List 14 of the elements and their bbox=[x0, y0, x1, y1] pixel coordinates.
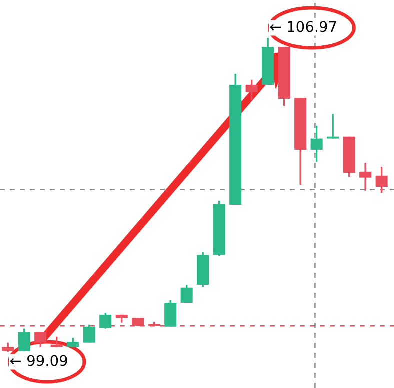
candlestick bbox=[34, 331, 47, 348]
text: ← 99.09 bbox=[10, 355, 68, 366]
text: ← 106.97 bbox=[270, 21, 336, 32]
candlestick bbox=[327, 113, 340, 140]
candlestick bbox=[18, 328, 30, 352]
candlestick bbox=[164, 299, 177, 328]
candlestick bbox=[246, 79, 258, 101]
candlestick bbox=[100, 312, 112, 330]
candlestick bbox=[83, 324, 96, 344]
candlestick bbox=[376, 166, 388, 194]
candlestick bbox=[2, 342, 14, 353]
candlestick bbox=[180, 284, 193, 304]
candlestick bbox=[310, 125, 323, 163]
candlestick bbox=[360, 162, 372, 192]
